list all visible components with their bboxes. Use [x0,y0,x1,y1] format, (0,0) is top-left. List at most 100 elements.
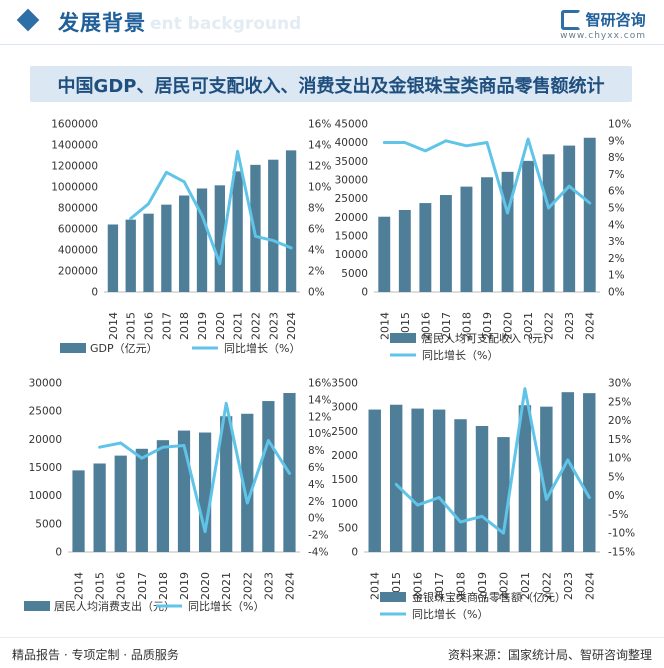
brand-logo: 智研咨询 www.chyxx.com [560,9,646,41]
chart1-left-tick-label: 600000 [58,224,98,236]
chart3-x-tick-label: 2024 [283,572,296,600]
chart3-x-tick-label: 2022 [241,572,254,600]
chart1-x-tick-label: 2022 [249,312,262,340]
chart2-x-tick-label: 2020 [502,312,515,340]
chart1-bar [285,150,297,292]
chart-canvas: 0200000400000600000800000100000012000001… [24,119,635,621]
chart2-legend-bar-label: 居民人均可支配收入（元） [422,331,554,345]
chart4-bar [497,437,510,552]
chart4-right-tick-label: 10% [608,453,631,465]
chart2-left-tick-label: 35000 [335,156,368,168]
chart2-x-tick-label: 2023 [563,312,576,340]
chart2-x-tick-label: 2016 [419,312,432,340]
chart3-bar [93,463,106,552]
chart2-bar [542,154,555,292]
chart4-x-tick-label: 2024 [583,572,596,600]
chart2-right-tick-label: 9% [608,135,625,147]
chart2-x-tick-label: 2022 [543,312,556,340]
chart2-right-tick-label: 0% [608,287,625,299]
chart4-legend-bar-label: 金银珠宝类商品零售额（亿元） [412,590,566,604]
chart2-left-tick-label: 15000 [335,231,368,243]
header: ent background 发展背景 智研咨询 www.chyxx.com [0,0,664,44]
chart1-right-tick-label: 4% [308,245,325,257]
chart2-growth-line [382,137,592,215]
chart2-legend-bar-swatch [390,333,416,343]
chart3-right-tick-label: 4% [308,479,325,491]
chart1-x-tick-label: 2021 [232,312,245,340]
chart4-left-tick-label: 0 [351,547,358,559]
chart4-left-tick-label: 2500 [331,426,358,438]
chart4-left-tick-label: 1000 [331,498,358,510]
chart2-bar [522,160,535,292]
chart1-right-tick-label: 10% [308,182,331,194]
chart3-right-tick-label: 2% [308,496,325,508]
chart2-x-tick-label: 2024 [584,312,597,340]
chart4-right-tick-label: 30% [608,378,631,390]
chart1-bar [250,164,261,292]
chart4-left-tick-label: 3000 [331,402,358,414]
chart3-bar [262,401,275,552]
chart4-bar [583,393,596,552]
chart2-x-tick-label: 2019 [481,312,494,340]
chart3-left-tick-label: 5000 [35,518,62,530]
chart4-left-tick-label: 2000 [331,450,358,462]
chart4-right-tick-label: 0% [608,490,625,502]
chart2-right-tick-label: 10% [608,119,631,131]
chart1-x-tick-label: 2015 [125,312,138,340]
chart3-right-tick-label: 10% [308,428,331,440]
chart1-bar [107,224,119,292]
footer-source: 资料来源：国家统计局、智研咨询整理 [447,648,652,662]
chart1-legend-line-label: 同比增长（%） [224,341,300,355]
chart4-bar [475,425,489,552]
chart1-bar [196,188,208,292]
chart3-bar [114,455,127,552]
chart4-bar [411,408,424,552]
chart4-legend-line-label: 同比增长（%） [412,607,488,621]
chart3-left-tick-label: 0 [55,547,62,559]
chart3-left-tick-label: 15000 [29,462,62,474]
chart4-right-tick-label: 5% [608,471,625,483]
chart3-right-tick-label: 14% [308,394,331,406]
chart4-right-tick-label: -10% [608,528,635,540]
chart2-x-tick-label: 2014 [378,312,391,340]
chart2-left-tick-label: 20000 [335,212,368,224]
chart1-bar [143,213,154,292]
chart4-legend-bar-swatch [380,592,406,602]
chart4-x-tick-label: 2021 [519,572,532,600]
chart2-right-tick-label: 6% [608,186,625,198]
chart4-right-tick-label: 20% [608,415,631,427]
chart1-bar [179,195,190,292]
chart4-right-tick-label: -5% [608,509,628,521]
chart4-bar [561,392,575,552]
chart2-x-tick-label: 2018 [460,312,473,340]
chart2-right-tick-label: 7% [608,169,625,181]
chart4-bar [454,419,467,552]
chart2-left-tick-label: 40000 [335,137,368,149]
chart4-bar [518,405,532,552]
chart3-left-tick-label: 20000 [29,434,62,446]
chart3-bar [72,470,85,552]
chart2-left-tick-label: 10000 [335,249,368,261]
chart1-right-tick-label: 8% [308,203,325,215]
chart3-left-tick-label: 25000 [29,406,62,418]
chart1-left-tick-label: 800000 [58,203,98,215]
chart4-x-tick-label: 2019 [476,572,489,600]
chart3-x-tick-label: 2017 [136,572,149,600]
chart3-right-tick-label: 16% [308,378,331,390]
chart3-right-tick-label: 6% [308,462,325,474]
chart2-bar [398,209,411,292]
chart4-bar [540,406,553,552]
chart3-left-tick-label: 10000 [29,490,62,502]
chart2-bar [563,145,576,292]
chart2-right-tick-label: 4% [608,219,625,231]
chart2-left-tick-label: 0 [361,287,368,299]
chart3-x-tick-label: 2020 [199,572,212,600]
chart2-left-tick-label: 5000 [341,268,368,280]
chart1-right-tick-label: 0% [308,287,325,299]
header-ghost-text: ent background [150,14,302,34]
chart3-x-tick-label: 2019 [178,572,191,600]
chart1-left-tick-label: 1200000 [51,161,98,173]
chart1-x-tick-label: 2024 [285,312,298,340]
footer-tagline: 精品报告 · 专项定制 · 品质服务 [12,648,179,662]
chart1-left-tick-label: 1600000 [51,119,98,131]
